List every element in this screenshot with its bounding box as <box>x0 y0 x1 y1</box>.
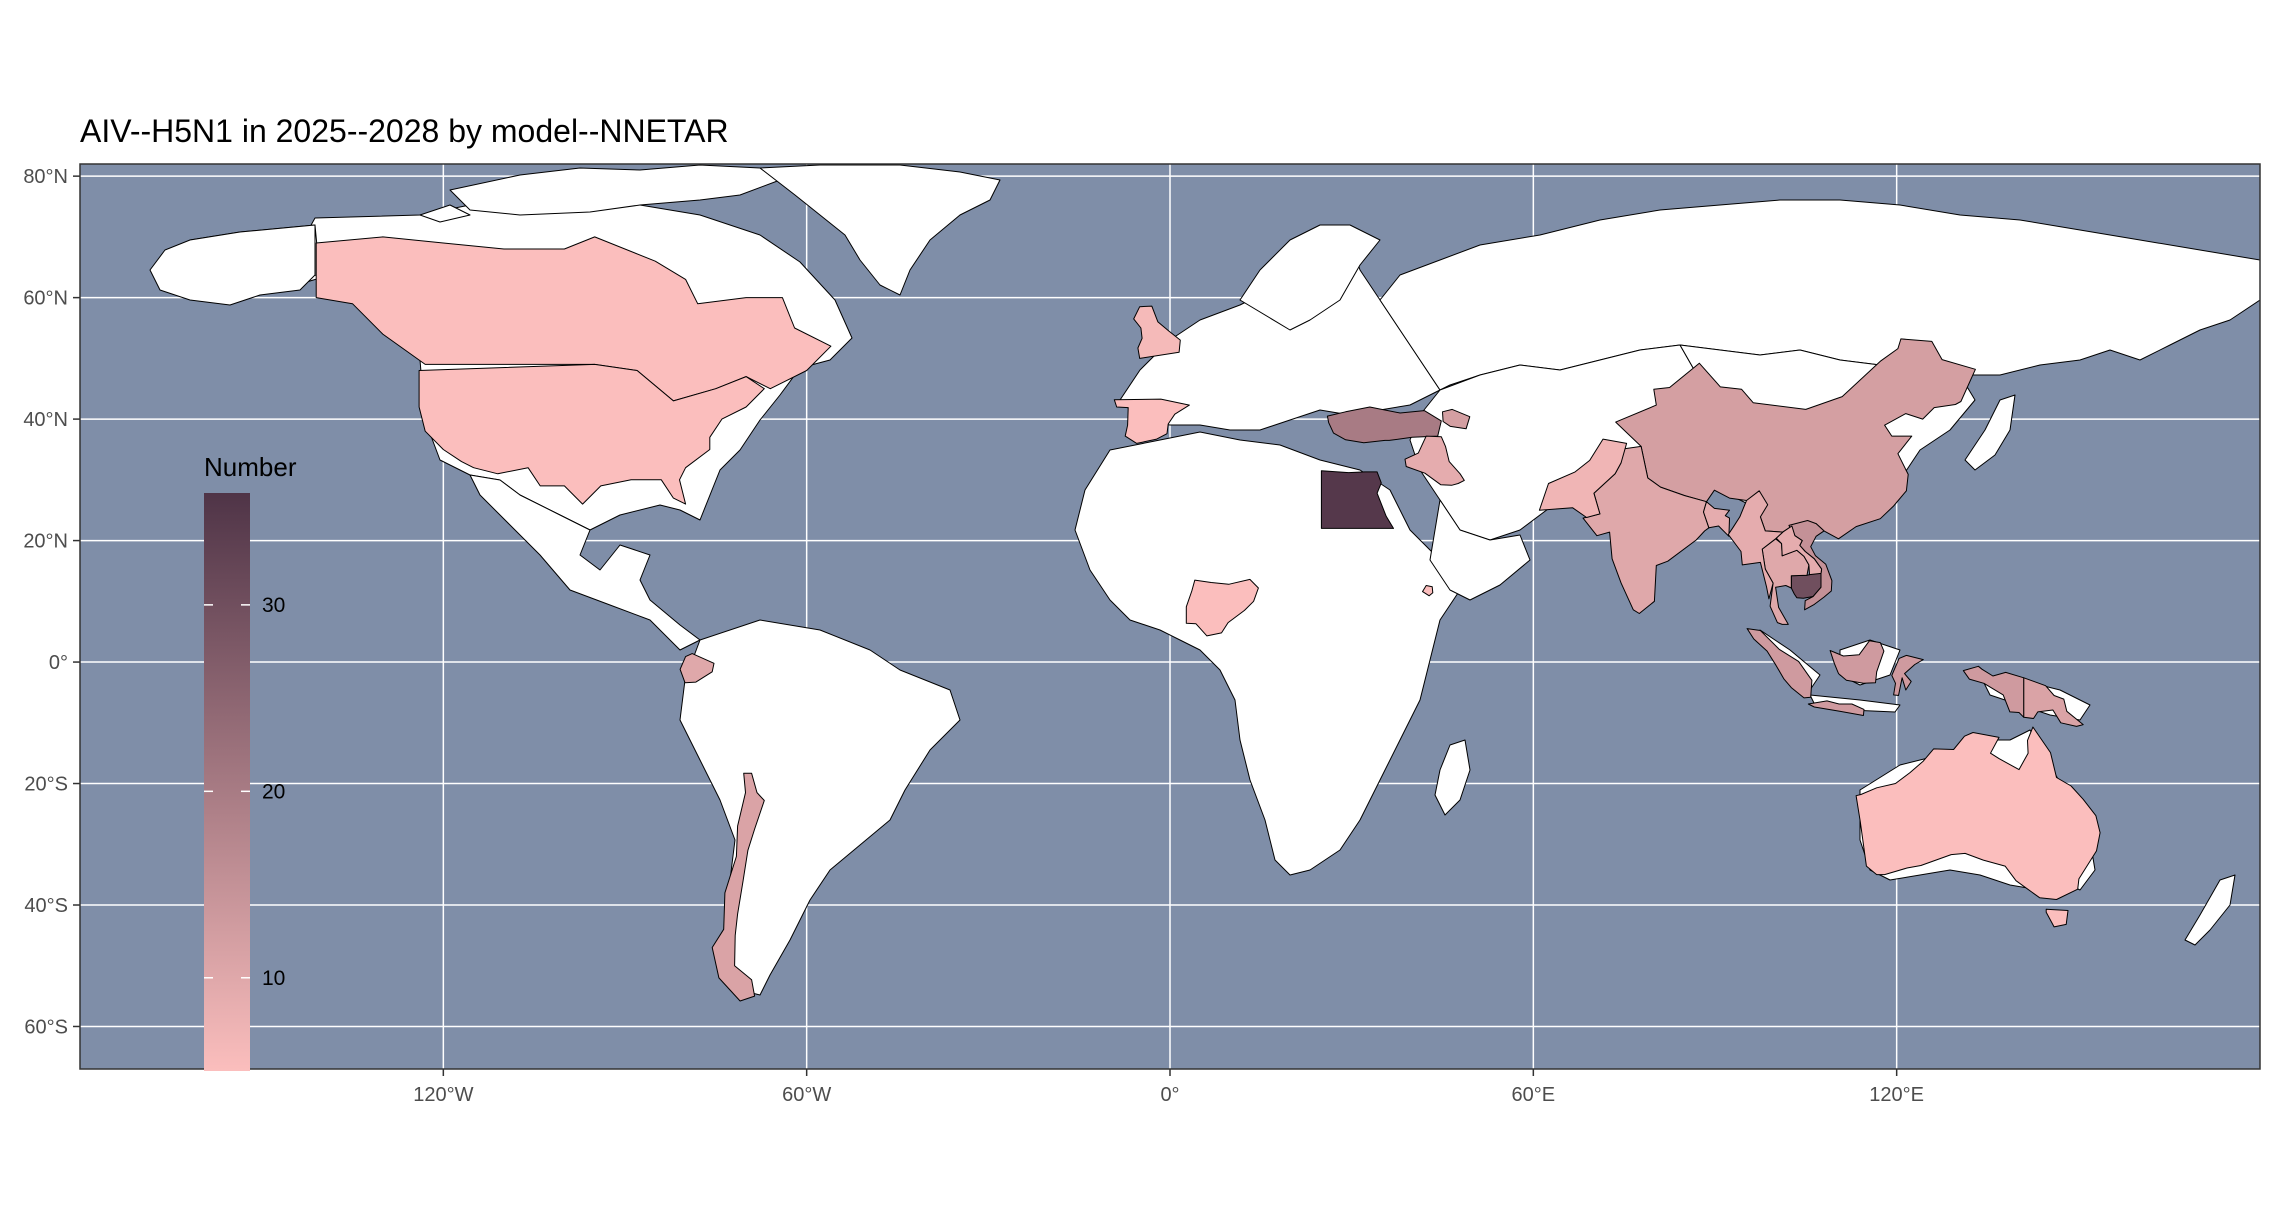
map-panel <box>79 163 2261 1070</box>
region-canada <box>315 236 832 402</box>
region-united-kingdom <box>1133 305 1181 359</box>
x-tick-label: 60°E <box>1512 1084 1556 1106</box>
legend-breaks: 30 20 10 <box>204 594 285 990</box>
land-arabia <box>1429 499 1531 601</box>
region-australia <box>1855 726 2101 900</box>
y-tick-label: 40°N <box>23 409 68 431</box>
region-spain <box>1113 398 1190 444</box>
x-tick-label: 0° <box>1160 1084 1179 1106</box>
axes: 120°W 60°W 0° 60°E 120°E 80°N 60°N 40°N 20°N 0° 20… <box>23 166 1924 1106</box>
region-myanmar <box>1727 490 1784 600</box>
region-papua-new-guinea <box>2023 677 2084 727</box>
y-tick-label: 20°S <box>24 774 68 796</box>
region-united-states <box>418 363 765 505</box>
region-australia <box>2045 908 2069 928</box>
region-chile <box>711 772 765 1002</box>
y-tick-label: 0° <box>49 652 68 674</box>
region-bangladesh <box>1703 501 1730 537</box>
land-africa <box>1074 431 1461 876</box>
region-turkey <box>1326 406 1442 444</box>
legend: Number 30 20 10 <box>204 452 297 1071</box>
region-pakistan <box>1538 438 1628 518</box>
region-iraq <box>1404 435 1465 486</box>
region-laos <box>1775 525 1823 576</box>
region-djibouti <box>1422 585 1434 597</box>
legend-colorbar <box>204 493 250 1071</box>
land-new-zealand <box>2184 874 2236 946</box>
y-tick-label: 60°S <box>24 1016 68 1038</box>
region-indonesia <box>1746 628 1813 699</box>
x-tick-label: 120°W <box>413 1084 473 1106</box>
region-indonesia <box>1829 640 1885 684</box>
y-tick-label: 20°N <box>23 531 68 553</box>
y-tick-label: 40°S <box>24 895 68 917</box>
legend-break-label: 30 <box>262 594 285 617</box>
land-south-america <box>679 619 961 996</box>
land-japan <box>1964 394 2016 471</box>
region-china <box>1615 338 1976 540</box>
x-tick-label: 120°E <box>1869 1084 1924 1106</box>
land-canada-arctic-islands <box>419 164 781 223</box>
choropleth-regions <box>315 236 2101 1002</box>
land-alaska <box>149 224 316 306</box>
land-greenland <box>759 164 1001 296</box>
land-mexico-central-america <box>469 474 701 651</box>
region-azerbaijan <box>1442 408 1471 430</box>
land-madagascar <box>1434 739 1471 816</box>
region-indonesia <box>1891 654 1924 696</box>
x-tick-label: 60°W <box>782 1084 831 1106</box>
legend-break-label: 20 <box>262 780 285 803</box>
legend-break-label: 10 <box>262 967 285 990</box>
chart-title: AIV--H5N1 in 2025--2028 by model--NNETAR <box>80 113 729 149</box>
legend-title: Number <box>204 452 297 482</box>
y-tick-label: 80°N <box>23 166 68 188</box>
region-nigeria <box>1185 578 1259 637</box>
region-indonesia <box>1807 700 1865 716</box>
land-scandinavia <box>1239 224 1381 331</box>
y-tick-label: 60°N <box>23 288 68 310</box>
region-ecuador <box>679 653 715 684</box>
region-egypt <box>1320 470 1394 529</box>
